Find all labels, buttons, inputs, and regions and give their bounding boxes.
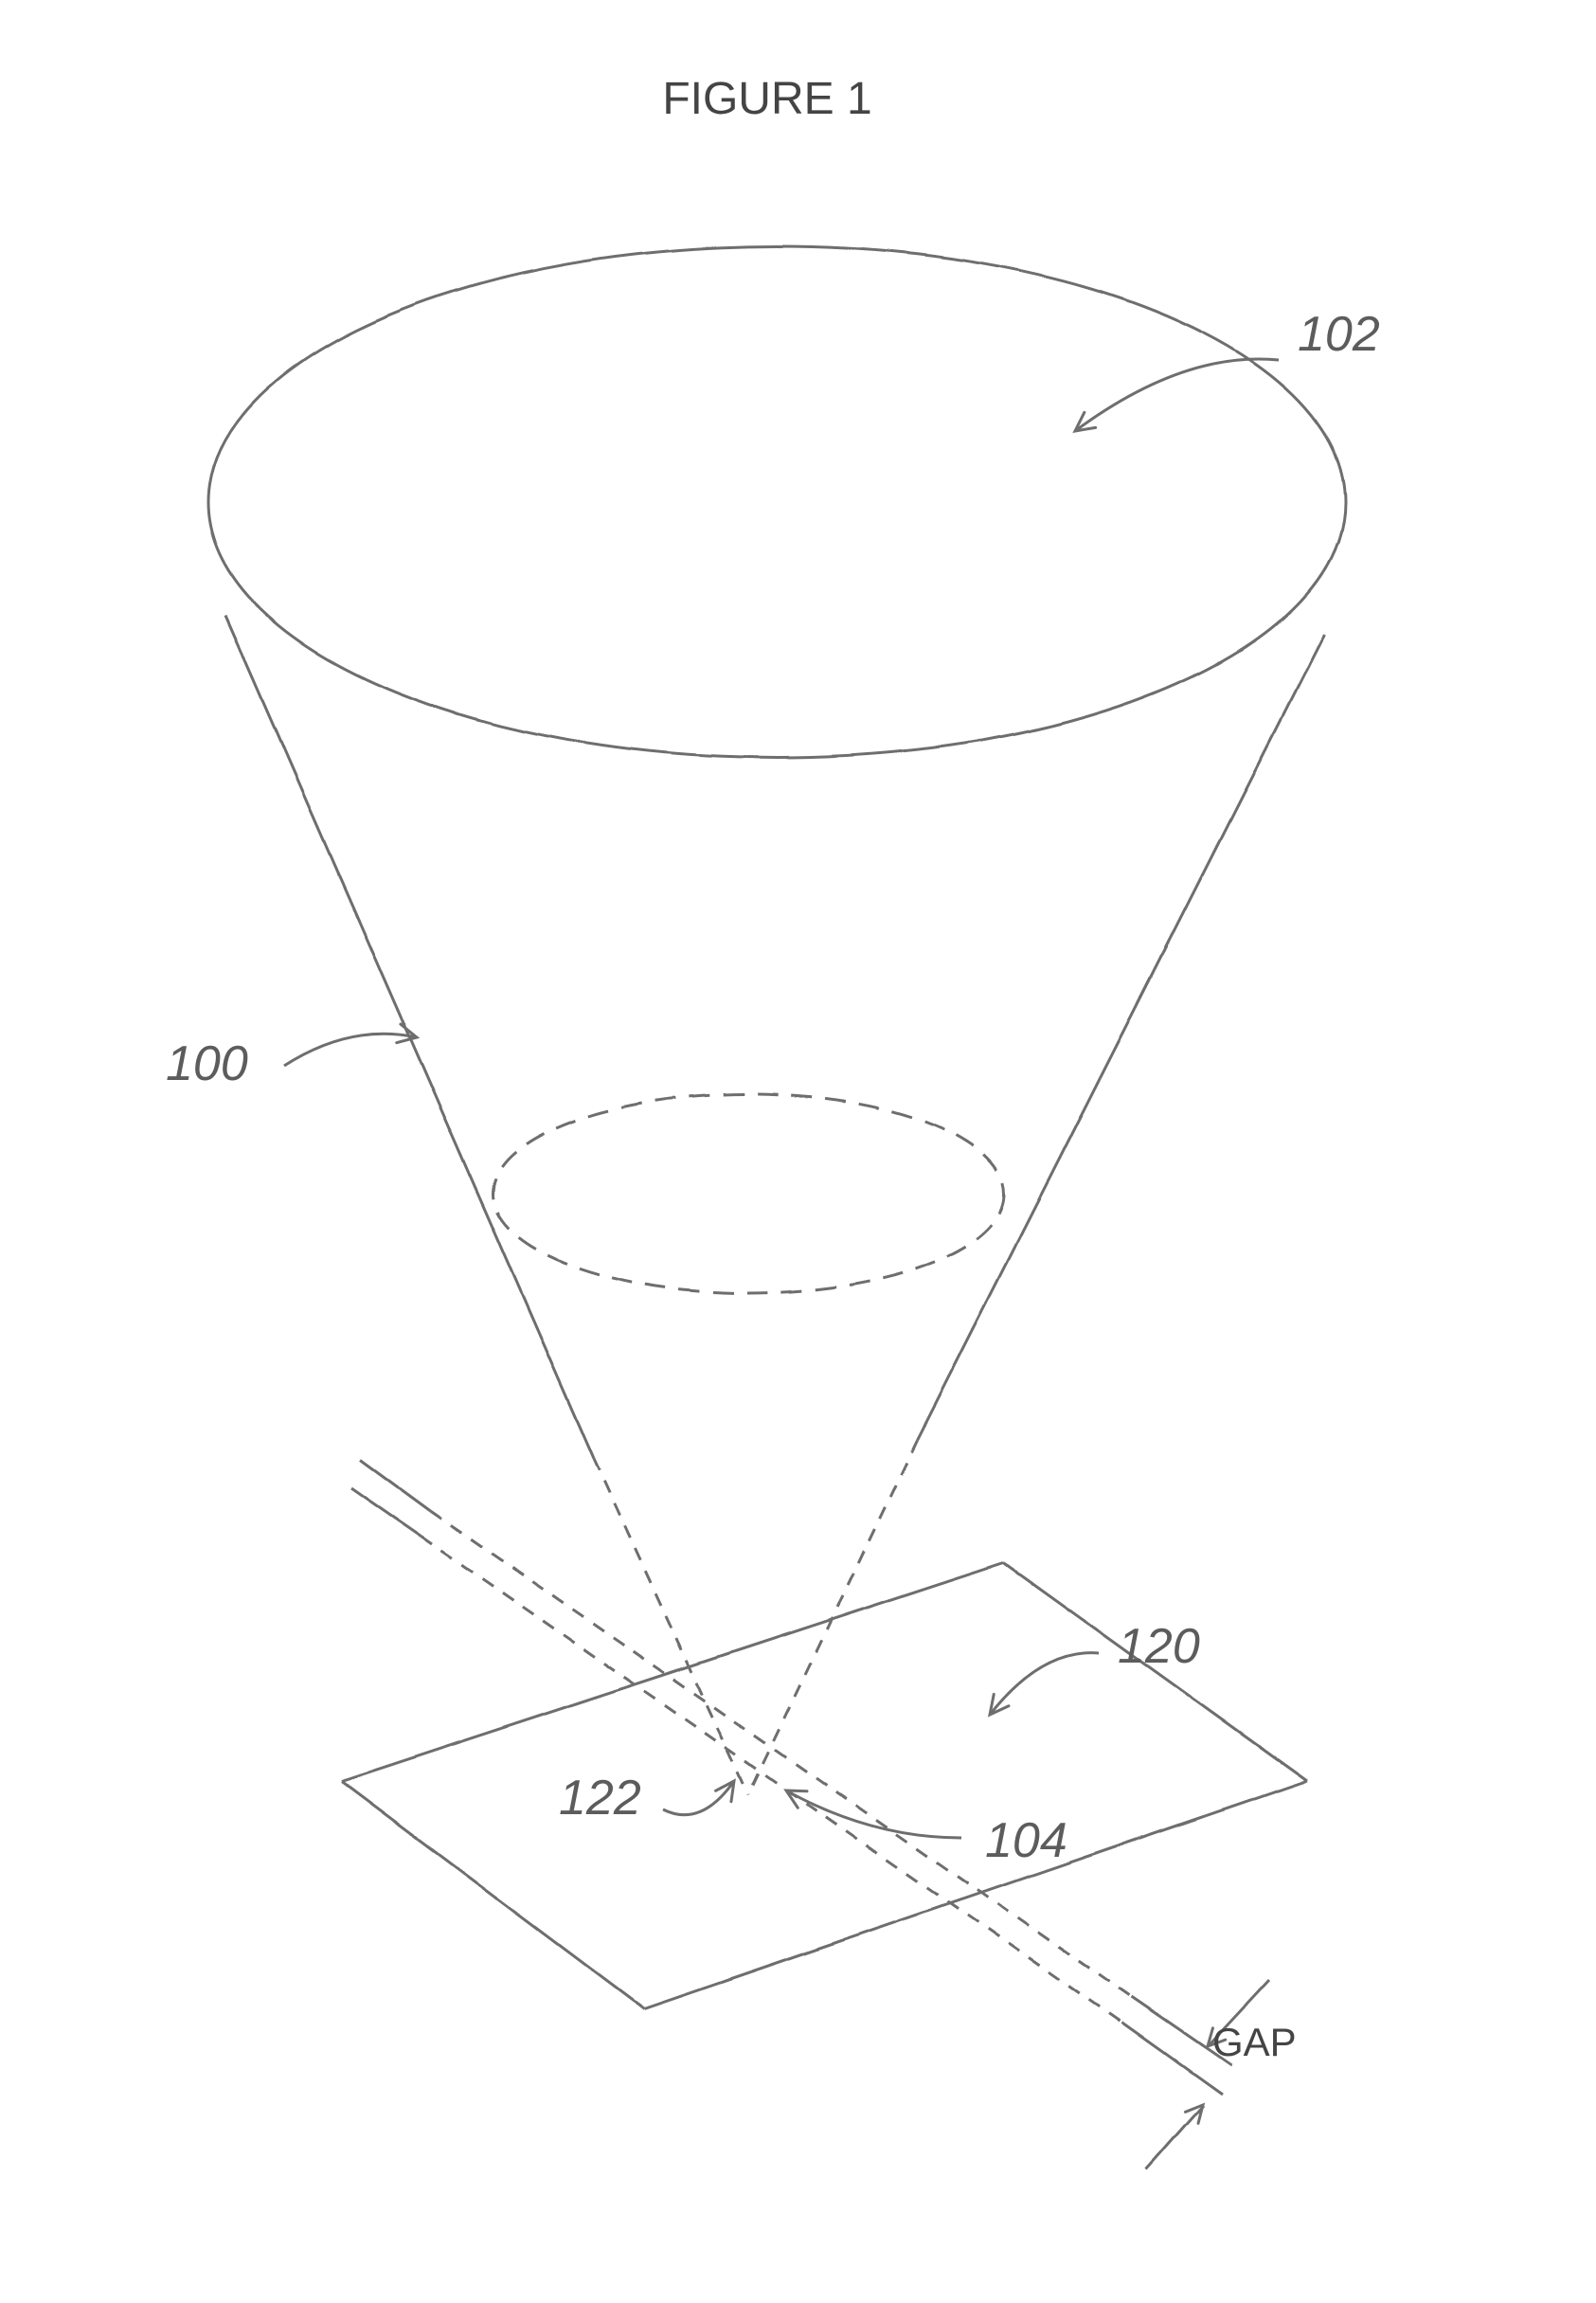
channel-lower-inside bbox=[421, 1537, 1122, 2023]
cone-right-side bbox=[917, 635, 1324, 1440]
label-l122: 122 bbox=[559, 1771, 641, 1826]
figure-1-diagram bbox=[208, 246, 1345, 2169]
label-lgap: GAP bbox=[1212, 2020, 1297, 2064]
plane-edge-front-right bbox=[644, 1781, 1307, 2008]
cone-right-side-hidden bbox=[748, 1440, 917, 1795]
channel-upper-inside bbox=[431, 1511, 1132, 1997]
gap-arrow-bottom bbox=[1146, 2105, 1203, 2169]
label-l120: 120 bbox=[1118, 1619, 1200, 1674]
channel-lower-outside-right bbox=[1122, 2023, 1222, 2094]
cone-top-ellipse-front bbox=[208, 502, 1345, 758]
plane-edge-back-left bbox=[341, 1563, 1004, 1781]
label-l104: 104 bbox=[985, 1813, 1067, 1868]
cone-left-side-hidden bbox=[594, 1459, 748, 1795]
channel-upper-outside-left bbox=[360, 1459, 431, 1511]
figure-title: FIGURE 1 bbox=[662, 74, 871, 124]
label-l102: 102 bbox=[1298, 307, 1380, 362]
label-l100: 100 bbox=[166, 1036, 248, 1091]
cone-inner-ellipse bbox=[493, 1094, 1004, 1293]
